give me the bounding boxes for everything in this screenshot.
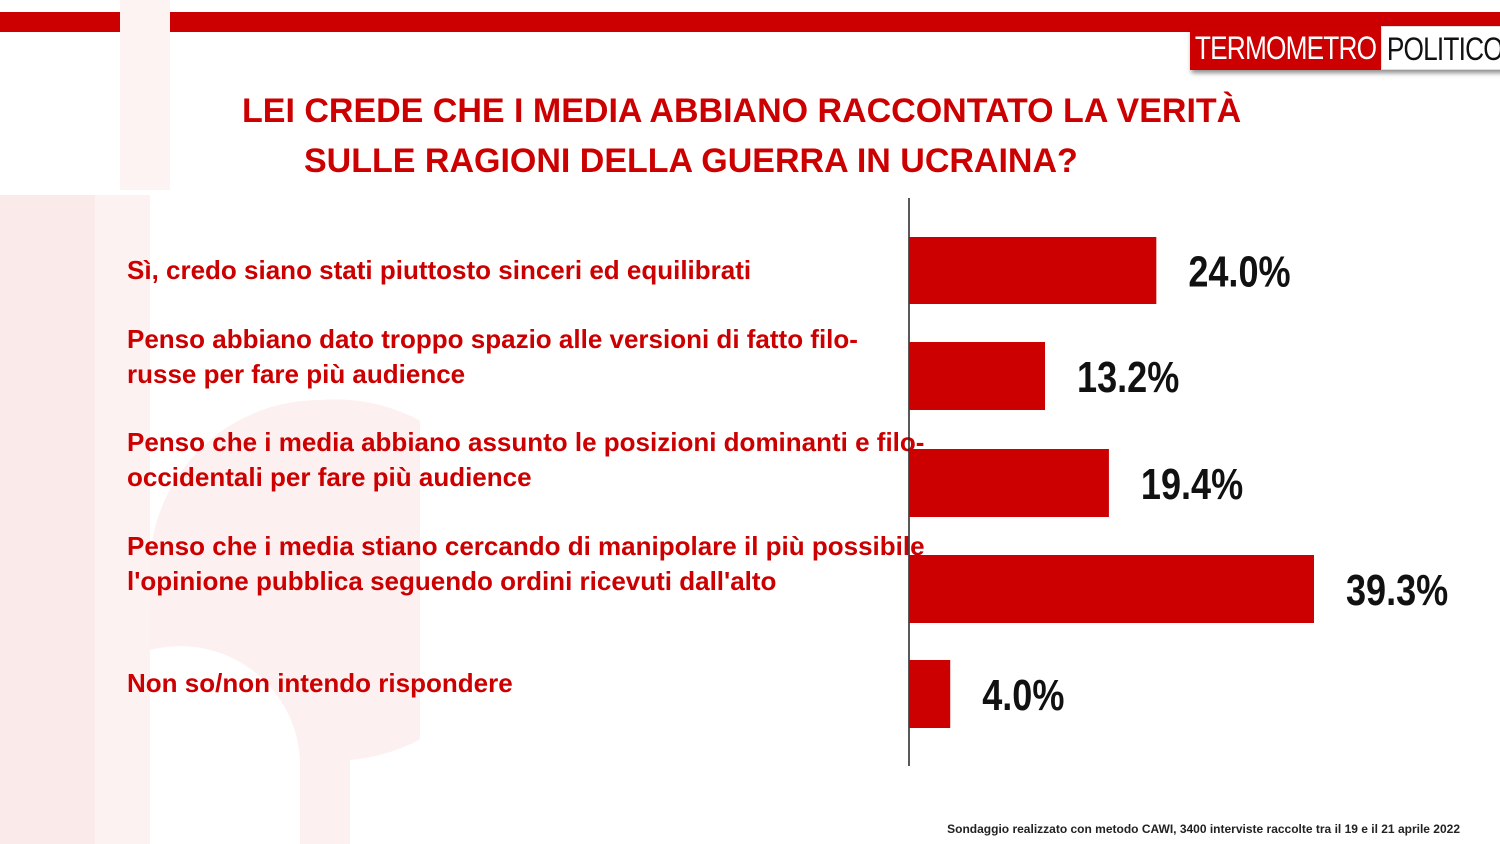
bar-3 (909, 449, 1109, 517)
value-label-5: 4.0% (982, 671, 1064, 720)
footnote: Sondaggio realizzato con metodo CAWI, 34… (947, 822, 1460, 836)
termometro-politico-logo: TERMOMETRO POLITICO (1190, 26, 1500, 70)
value-label-4: 39.3% (1346, 566, 1448, 615)
logo-part-politico: POLITICO (1381, 26, 1500, 70)
chart-title-line-2: SULLE RAGIONI DELLA GUERRA IN UCRAINA? (304, 142, 1078, 180)
logo-part-termometro: TERMOMETRO (1190, 26, 1382, 70)
value-label-3: 19.4% (1141, 460, 1243, 509)
bar-4 (909, 555, 1314, 623)
category-label: Penso che i media stiano cercando di man… (127, 531, 925, 596)
background-watermark (0, 0, 420, 844)
bar-5 (909, 660, 951, 728)
category-label: Penso che i media abbiano assunto le pos… (127, 427, 925, 492)
top-accent-bar (0, 12, 1500, 32)
category-label: Penso abbiano dato troppo spazio alle ve… (127, 324, 858, 389)
value-label-2: 13.2% (1077, 353, 1179, 402)
value-label-1: 24.0% (1188, 247, 1290, 296)
category-label: Sì, credo siano stati piuttosto sinceri … (127, 255, 752, 285)
bar-1 (909, 237, 1157, 304)
category-label: Non so/non intendo rispondere (127, 668, 513, 698)
bar-2 (909, 342, 1046, 410)
chart-title-line-1: LEI CREDE CHE I MEDIA ABBIANO RACCONTATO… (242, 92, 1242, 130)
